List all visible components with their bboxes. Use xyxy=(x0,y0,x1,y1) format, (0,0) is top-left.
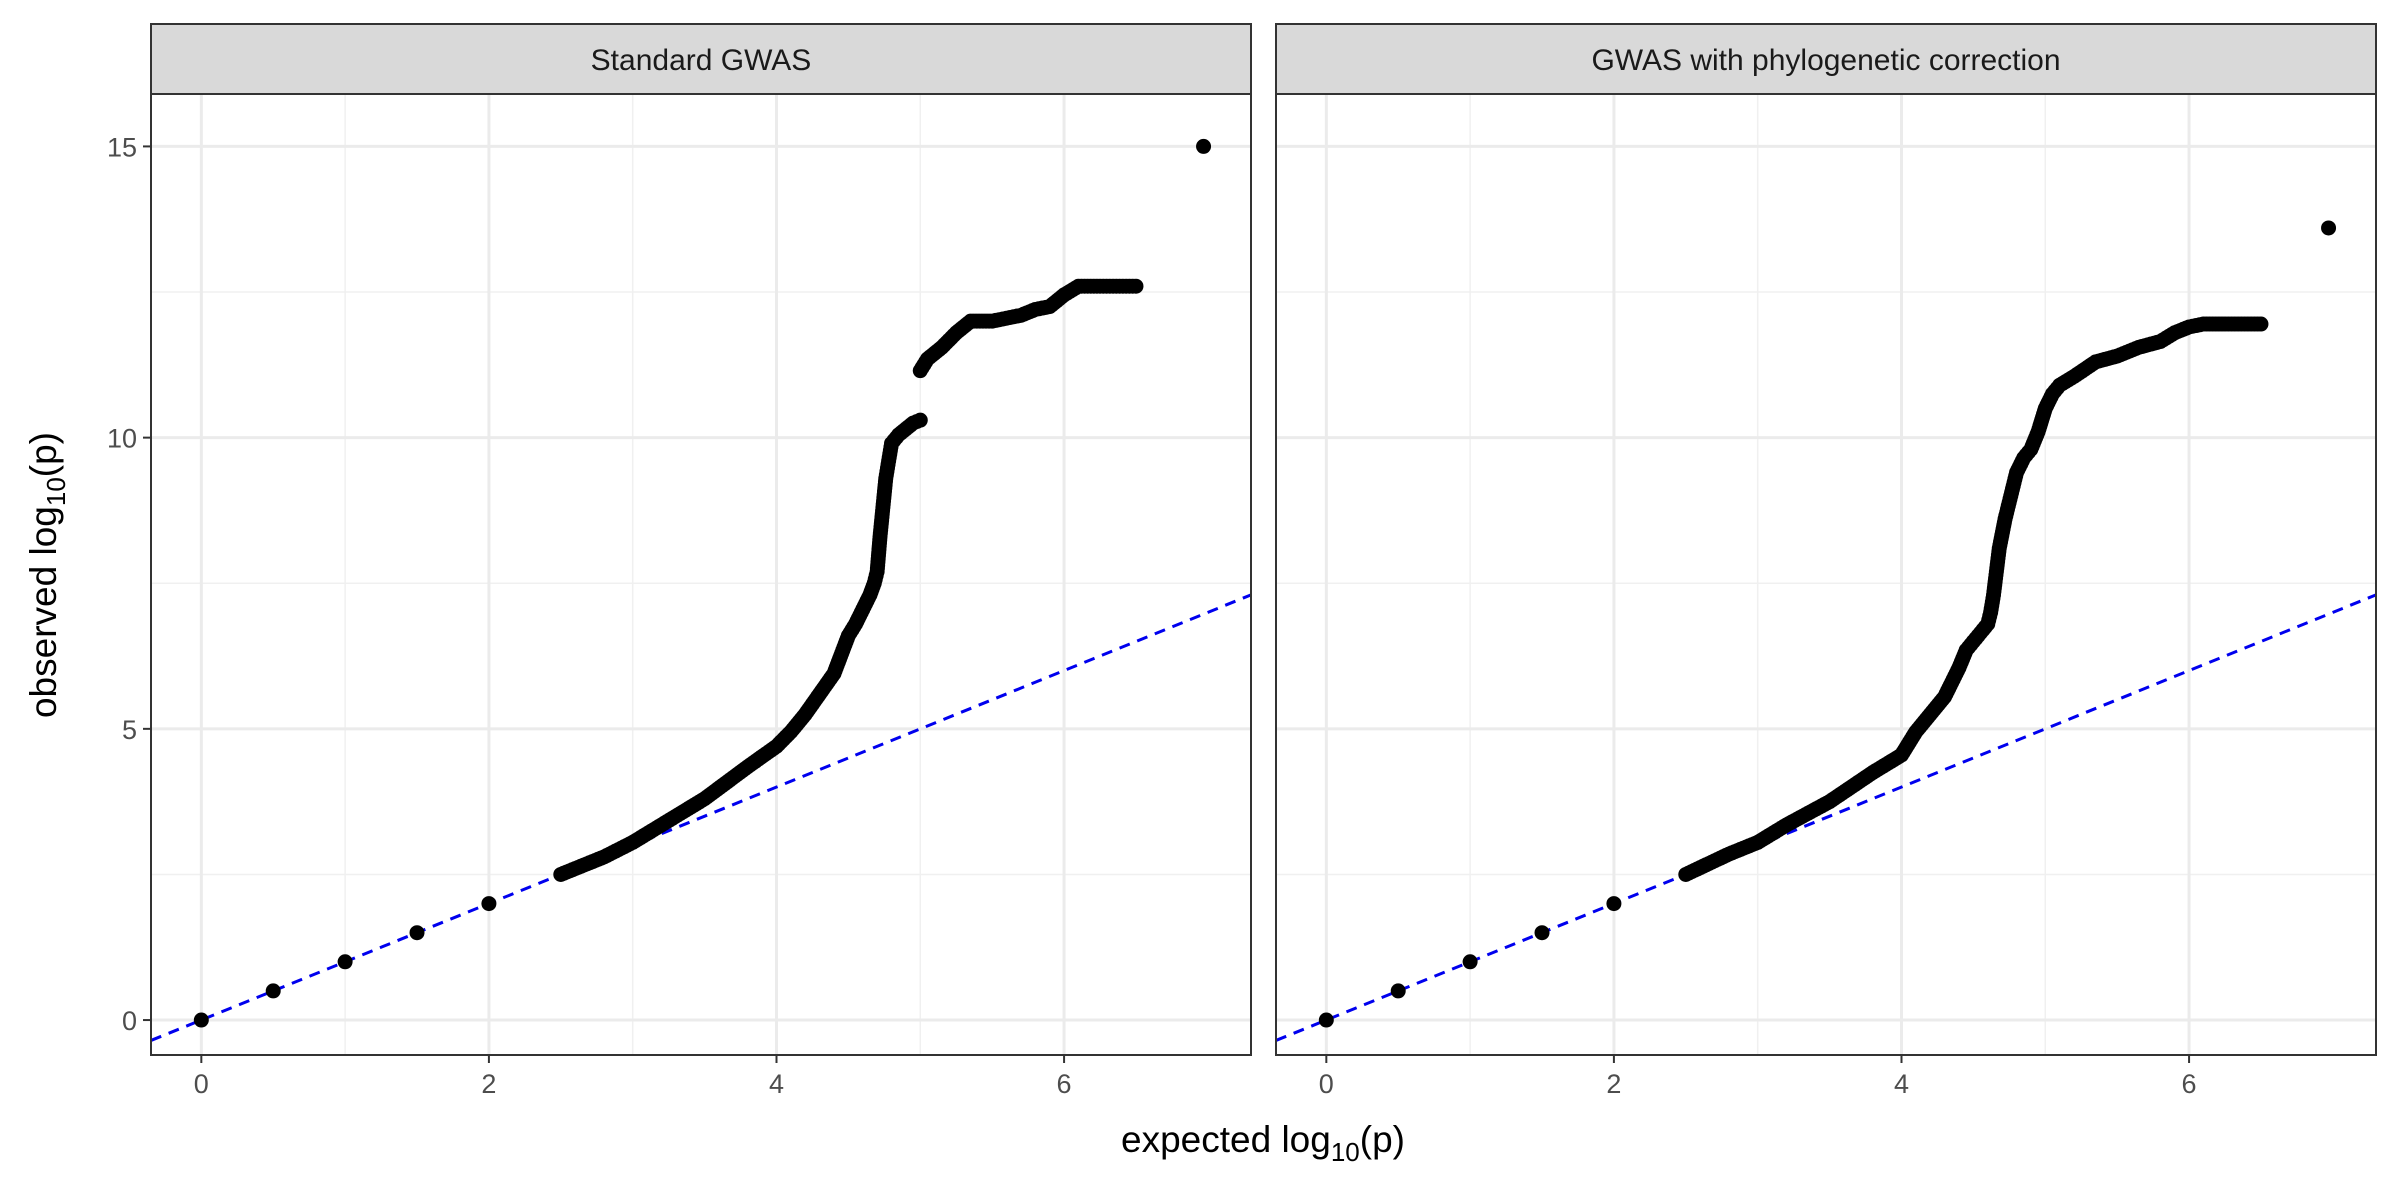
y-axis: 0 5 10 15 xyxy=(107,132,151,1036)
data-point xyxy=(409,925,425,941)
data-point xyxy=(193,1012,209,1028)
x-axis: 0 2 4 6 xyxy=(1319,1055,2197,1099)
data-point xyxy=(912,412,928,428)
y-tick-label: 5 xyxy=(122,715,137,745)
y-tick-label: 10 xyxy=(107,424,137,454)
data-point xyxy=(337,954,353,970)
x-tick-label: 6 xyxy=(1057,1069,1072,1099)
data-point xyxy=(1128,278,1144,294)
x-tick-label: 4 xyxy=(769,1069,784,1099)
grid-lines xyxy=(151,94,1251,1055)
plot-area xyxy=(151,94,1251,1055)
x-axis-title: expected log10(p) xyxy=(1121,1119,1405,1167)
data-point xyxy=(1318,1012,1334,1028)
data-point xyxy=(1390,983,1406,999)
data-point xyxy=(265,983,281,999)
y-tick-label: 15 xyxy=(107,132,137,162)
data-point xyxy=(1534,925,1550,941)
grid-lines xyxy=(1276,94,2376,1055)
points-layer xyxy=(1318,220,2337,1028)
panel-title: GWAS with phylogenetic correction xyxy=(1591,44,2060,77)
x-tick-label: 2 xyxy=(1606,1069,1621,1099)
data-point xyxy=(2321,220,2337,236)
strip-background xyxy=(1275,23,2377,95)
panel-title: Standard GWAS xyxy=(591,44,812,77)
data-point xyxy=(1196,138,1212,154)
strip-background xyxy=(150,23,1252,95)
plot-border xyxy=(150,93,1252,1056)
data-point xyxy=(2253,316,2269,332)
x-tick-label: 6 xyxy=(2182,1069,2197,1099)
y-axis-title: observed log10(p) xyxy=(23,432,71,718)
x-tick-label: 0 xyxy=(1319,1069,1334,1099)
data-point xyxy=(1606,896,1622,912)
x-tick-label: 2 xyxy=(481,1069,496,1099)
data-point xyxy=(1462,954,1478,970)
plot-border xyxy=(1275,93,2377,1056)
reference-line xyxy=(150,593,1252,1042)
data-point xyxy=(481,896,497,912)
points-layer xyxy=(193,138,1212,1028)
x-tick-label: 0 xyxy=(194,1069,209,1099)
reference-line xyxy=(1275,593,2377,1042)
plot-area xyxy=(1276,94,2376,1055)
y-tick-label: 0 xyxy=(122,1006,137,1036)
panel-phylogenetic-correction: GWAS with phylogenetic correction 0 2 4 6 xyxy=(1275,23,2377,1099)
x-tick-label: 4 xyxy=(1894,1069,1909,1099)
panel-standard-gwas: Standard GWAS 0 2 4 6 0 5 10 15 xyxy=(107,23,1252,1099)
x-axis: 0 2 4 6 xyxy=(194,1055,1072,1099)
